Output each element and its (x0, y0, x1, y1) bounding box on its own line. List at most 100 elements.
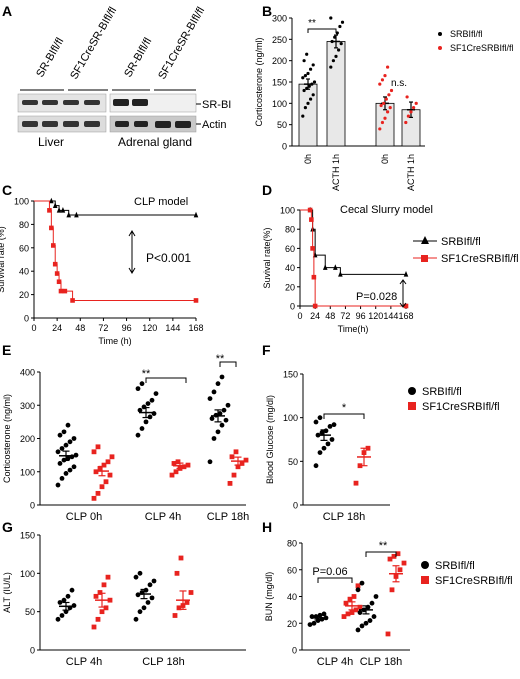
data-point (188, 590, 194, 595)
data-point (65, 456, 71, 461)
y-tick-label: 0 (30, 646, 35, 656)
data-point (178, 555, 184, 561)
sig-bracket (317, 577, 353, 583)
data-point (133, 574, 139, 580)
data-point (97, 466, 103, 471)
data-point (55, 449, 61, 455)
data-point (223, 417, 229, 423)
data-point (139, 381, 145, 387)
sig-label: P=0.06 (312, 566, 347, 578)
y-tick-label: 40 (19, 267, 29, 277)
y-tick-label: 150 (272, 78, 287, 88)
data-point (321, 611, 327, 617)
x-tick-label: CLP 0h (66, 511, 103, 523)
data-point (73, 452, 79, 458)
data-point (404, 120, 408, 125)
y-tick-label: 400 (20, 368, 35, 378)
x-tick-label: 0 (297, 311, 302, 321)
data-point (311, 63, 315, 67)
sig-bracket (145, 377, 187, 383)
data-point (137, 407, 143, 413)
y-tick-label: 80 (287, 539, 297, 549)
y-tick-label: 200 (20, 434, 35, 444)
y-tick-label: 100 (283, 413, 298, 423)
data-point (311, 274, 317, 280)
data-point (103, 605, 109, 611)
x-tick-label: 168 (188, 323, 203, 333)
tissue-label-liver: Liver (38, 135, 64, 149)
x-tick-label: CLP 18h (360, 656, 403, 668)
data-point (175, 459, 181, 465)
data-point (386, 110, 390, 114)
data-point (58, 288, 64, 294)
panel-letter-a: A (2, 3, 12, 19)
data-point (305, 86, 309, 90)
x-axis-title: Time(h) (338, 324, 369, 334)
data-point (62, 288, 68, 294)
x-tick-label: 0 (31, 323, 36, 333)
data-point (109, 454, 115, 460)
y-tick-label: 100 (272, 99, 287, 109)
data-point (193, 211, 199, 218)
data-point (313, 419, 319, 425)
y-tick-label: 0 (30, 501, 35, 511)
data-point (329, 16, 333, 20)
x-tick-label: 0h (303, 154, 313, 164)
data-point (105, 459, 111, 465)
data-point (52, 202, 58, 208)
data-point (317, 450, 323, 455)
legend-h: SRBIfl/fl SF1CreSRBIfl/fl (421, 560, 513, 587)
data-point (365, 445, 371, 451)
data-point (323, 615, 329, 621)
survival-curve (300, 209, 406, 275)
data-point (172, 613, 178, 618)
panel-letter-d: D (262, 182, 272, 198)
data-point (359, 580, 365, 586)
blot-liver-srbi (17, 93, 107, 113)
data-point (331, 59, 335, 63)
y-tick-label: 100 (14, 197, 29, 207)
data-point (101, 462, 107, 468)
x-tick-label: 72 (98, 323, 108, 333)
sig-bracket (219, 361, 237, 367)
x-tick-label: 120 (368, 311, 383, 321)
data-point (133, 616, 139, 622)
data-point (387, 93, 391, 97)
data-point (65, 422, 71, 428)
tissue-label-adrenal: Adrenal gland (118, 135, 192, 149)
data-point (302, 59, 306, 63)
data-point (103, 479, 109, 485)
data-point (139, 426, 145, 431)
p-value-label: P<0.001 (146, 251, 191, 265)
data-point (135, 386, 141, 392)
data-point (333, 35, 337, 39)
data-point (307, 622, 313, 627)
data-point (149, 595, 155, 601)
data-point (107, 597, 113, 603)
y-tick-label: 0 (290, 302, 295, 312)
data-point (57, 461, 63, 466)
band-label-actin: Actin (202, 119, 226, 131)
x-tick-label: CLP 4h (317, 656, 354, 668)
panel-h-chart: 0 20 40 60 80 BUN (mg/dl) CLP 4h CLP 18h (264, 539, 410, 668)
data-point (383, 116, 387, 120)
data-point (181, 464, 187, 470)
panel-letter-c: C (2, 182, 12, 198)
data-point (355, 627, 361, 633)
data-point (141, 605, 147, 611)
lane-label: SR-BIfl/fl (34, 36, 66, 80)
data-point (340, 20, 345, 24)
y-axis-title: Survival rate (%) (0, 226, 6, 293)
x-tick-label: CLP 18h (323, 511, 366, 523)
panel-g-chart: 0 50 100 150 ALT (IU/L) CLP 4h CLP 18h (2, 531, 246, 668)
data-point (338, 271, 343, 277)
data-point (47, 208, 52, 213)
data-point (233, 449, 239, 455)
y-tick-label: 100 (20, 467, 35, 477)
data-point (99, 609, 105, 615)
data-point (143, 419, 149, 425)
data-point (385, 631, 391, 637)
data-point (74, 211, 79, 218)
panel-letter-g: G (2, 519, 13, 535)
data-point (389, 587, 395, 593)
